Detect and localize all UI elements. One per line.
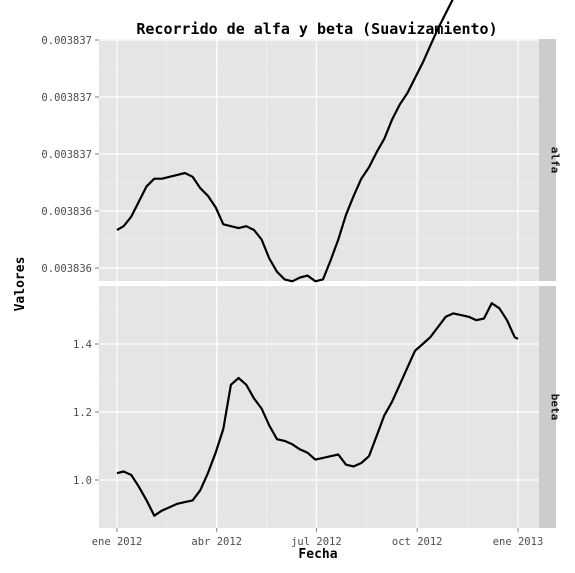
x-tick-label: ene 2012	[92, 536, 143, 548]
series-line-alfa	[116, 0, 454, 283]
chart-title: Recorrido de alfa y beta (Suavizamiento)	[136, 20, 497, 38]
y-tick-label: 0.003837	[41, 149, 92, 161]
y-tick-label: 1.0	[73, 475, 92, 487]
facet-strip-label: beta	[549, 394, 562, 421]
series-line-beta	[116, 302, 519, 517]
panel-background	[99, 286, 539, 528]
x-tick-label: abr 2012	[191, 536, 242, 548]
facet-strip	[539, 39, 556, 281]
y-tick-label: 1.4	[73, 339, 92, 351]
y-tick-label: 0.003837	[41, 92, 92, 104]
facet-strip	[539, 286, 556, 528]
panel-background	[99, 39, 539, 281]
y-tick-label: 0.003836	[41, 263, 92, 275]
x-axis-title: Fecha	[298, 547, 337, 562]
x-tick-label: oct 2012	[392, 536, 443, 548]
panel-alfa: alfa	[99, 0, 562, 283]
x-tick-label: ene 2013	[493, 536, 544, 548]
x-tick-label: jul 2012	[291, 536, 342, 548]
facet-strip-label: alfa	[549, 147, 562, 174]
y-tick-label: 1.2	[73, 407, 92, 419]
panel-beta: beta	[99, 286, 562, 528]
y-axis-title: Valores	[13, 257, 28, 312]
y-tick-label: 0.003836	[41, 206, 92, 218]
y-tick-label: 0.003837	[41, 35, 92, 47]
